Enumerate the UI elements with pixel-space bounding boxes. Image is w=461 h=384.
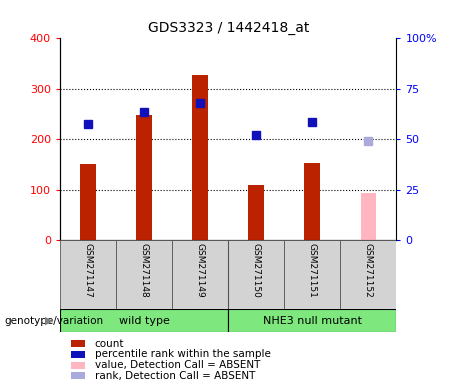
Text: count: count bbox=[95, 339, 124, 349]
Text: GSM271152: GSM271152 bbox=[364, 243, 373, 298]
Text: ▶: ▶ bbox=[45, 316, 53, 326]
Bar bbox=[228, 240, 284, 309]
Text: wild type: wild type bbox=[118, 316, 170, 326]
Bar bbox=[340, 240, 396, 309]
Bar bbox=[60, 240, 116, 309]
Bar bbox=[284, 240, 340, 309]
Bar bbox=[228, 309, 396, 332]
Bar bbox=[136, 115, 152, 240]
Title: GDS3323 / 1442418_at: GDS3323 / 1442418_at bbox=[148, 21, 309, 35]
Text: GSM271148: GSM271148 bbox=[140, 243, 148, 298]
Text: genotype/variation: genotype/variation bbox=[5, 316, 104, 326]
Text: GSM271147: GSM271147 bbox=[83, 243, 93, 298]
Bar bbox=[192, 74, 208, 240]
Text: rank, Detection Call = ABSENT: rank, Detection Call = ABSENT bbox=[95, 371, 255, 381]
Bar bbox=[361, 193, 376, 240]
Text: GSM271149: GSM271149 bbox=[195, 243, 205, 298]
Text: NHE3 null mutant: NHE3 null mutant bbox=[263, 316, 362, 326]
Bar bbox=[248, 185, 264, 240]
Bar bbox=[304, 163, 320, 240]
Text: GSM271151: GSM271151 bbox=[308, 243, 317, 298]
Bar bbox=[172, 240, 228, 309]
Bar bbox=[80, 164, 96, 240]
Bar bbox=[116, 240, 172, 309]
Text: percentile rank within the sample: percentile rank within the sample bbox=[95, 349, 271, 359]
Text: value, Detection Call = ABSENT: value, Detection Call = ABSENT bbox=[95, 360, 260, 370]
Text: GSM271150: GSM271150 bbox=[252, 243, 261, 298]
Bar bbox=[60, 309, 228, 332]
